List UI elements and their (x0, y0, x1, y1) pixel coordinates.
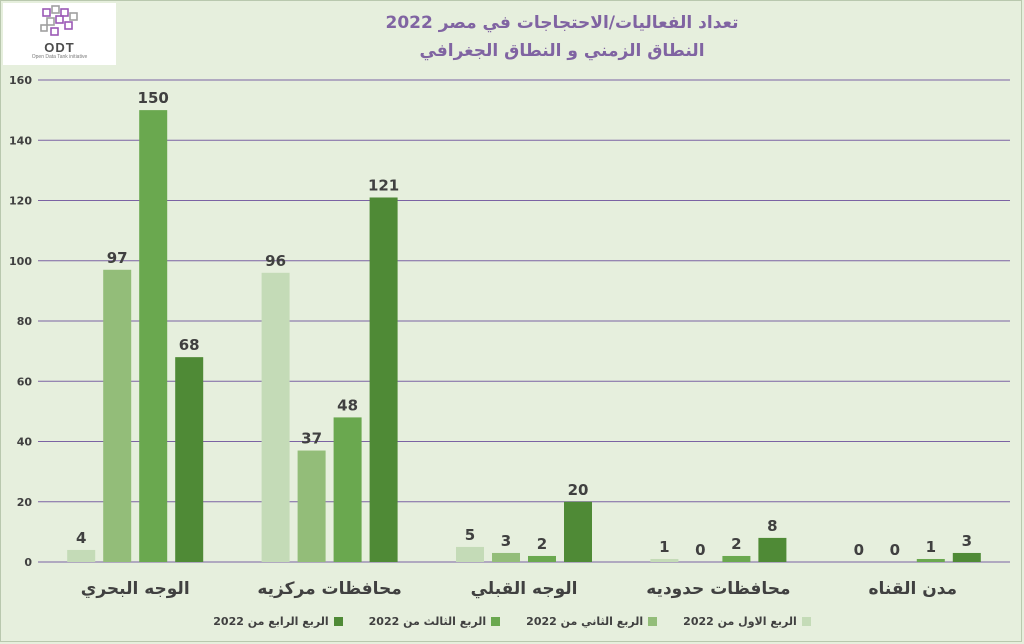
logo-tagline: Open Data Tank initiative (31, 54, 88, 60)
legend-swatch (648, 616, 658, 626)
y-tick-label: 160 (9, 74, 32, 87)
data-label: 1 (659, 538, 669, 556)
bar (67, 549, 96, 562)
bar (528, 555, 556, 562)
bar (139, 110, 168, 562)
legend-swatch (333, 616, 343, 626)
bar (916, 558, 945, 562)
data-label: 0 (890, 541, 900, 559)
data-label: 0 (854, 541, 864, 559)
bar (297, 450, 326, 562)
legend-item: الربع الثالث من 2022 (369, 615, 501, 628)
legend-label: الربع الثالث من 2022 (368, 614, 487, 628)
data-label: 37 (301, 430, 322, 448)
data-label: 121 (368, 176, 399, 194)
category-label: محافظات حدوديه (646, 579, 790, 599)
bar (175, 357, 204, 562)
bar (261, 272, 290, 562)
logo-name: ODT (44, 40, 75, 55)
bar (952, 552, 981, 562)
bar (333, 417, 362, 562)
chart-title: تعداد الفعاليات/الاحتجاجات في مصر 2022 (385, 13, 739, 33)
data-label: 3 (501, 532, 511, 550)
data-label: 4 (76, 529, 86, 547)
data-label: 96 (265, 252, 286, 270)
bar (650, 558, 679, 562)
y-tick-label: 20 (17, 496, 33, 509)
legend-label: الربع الرابع من 2022 (213, 614, 329, 628)
legend-item: الربع الاول من 2022 (683, 615, 811, 628)
data-label: 5 (465, 526, 475, 544)
legend-label: الربع الاول من 2022 (683, 614, 797, 628)
y-tick-label: 0 (24, 556, 32, 569)
legend-item: الربع الثاني من 2022 (526, 614, 658, 628)
bar (456, 546, 484, 562)
y-tick-label: 100 (9, 255, 32, 268)
data-label: 8 (767, 517, 777, 535)
chart-legend: الربع الاول من 2022 الربع الثاني من 2022 ا… (0, 609, 1024, 633)
data-label: 1 (926, 538, 936, 556)
data-label: 2 (731, 535, 741, 553)
category-label: محافظات مركزيه (257, 579, 402, 599)
category-label: الوجه القبلي (471, 579, 578, 599)
category-label: الوجه البحري (81, 579, 190, 599)
legend-swatch (801, 616, 811, 626)
bar (564, 501, 592, 562)
y-tick-label: 140 (9, 134, 32, 147)
chart-subtitle: النطاق الزمني و النطاق الجغرافي (419, 41, 705, 61)
bar (758, 537, 787, 562)
data-label: 2 (537, 535, 547, 553)
data-label: 97 (107, 249, 128, 267)
y-tick-label: 40 (17, 436, 33, 449)
bar (369, 197, 398, 563)
data-label: 68 (179, 336, 200, 354)
bar (722, 555, 751, 562)
data-label: 0 (695, 541, 705, 559)
y-tick-label: 60 (17, 375, 33, 388)
odt-logo: ODT Open Data Tank initiative (3, 3, 116, 65)
data-label: 3 (962, 532, 972, 550)
bar (492, 552, 520, 562)
data-label: 48 (337, 396, 358, 414)
y-tick-label: 120 (9, 195, 32, 208)
y-tick-label: 80 (17, 315, 33, 328)
legend-label: الربع الثاني من 2022 (526, 614, 644, 628)
bar (103, 269, 132, 562)
data-label: 150 (138, 89, 169, 107)
category-label: مدن القناه (869, 579, 958, 599)
legend-swatch (491, 616, 501, 626)
logo-cubes-icon (40, 5, 78, 36)
legend-item: الربع الرابع من 2022 (213, 614, 343, 628)
data-label: 20 (568, 481, 589, 499)
